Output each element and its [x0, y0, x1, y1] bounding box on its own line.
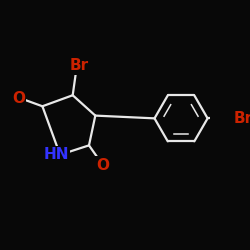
Text: Br: Br: [234, 111, 250, 126]
Text: HN: HN: [44, 147, 69, 162]
Text: O: O: [12, 91, 25, 106]
Text: O: O: [96, 158, 109, 173]
Text: Br: Br: [69, 58, 88, 73]
